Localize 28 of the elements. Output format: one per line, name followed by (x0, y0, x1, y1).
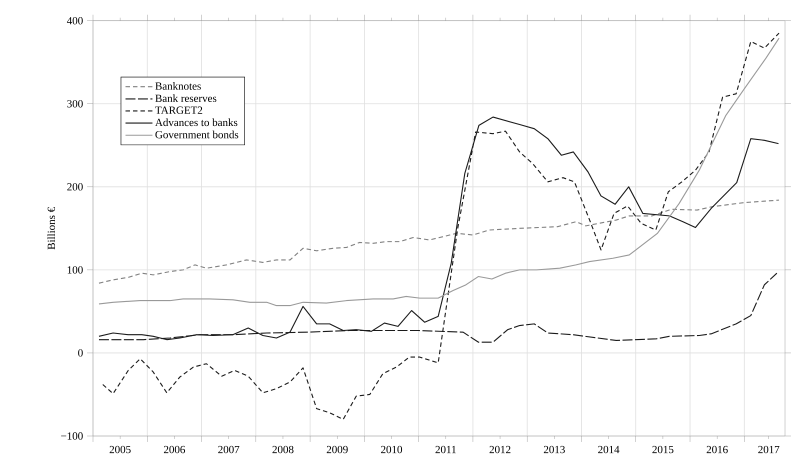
x-tick-label: 2006 (164, 446, 186, 454)
x-tick-label: 2017 (758, 446, 780, 454)
x-tick-label: 2007 (218, 446, 240, 454)
x-tick-label: 2011 (436, 446, 456, 454)
y-tick-label: 400 (66, 17, 83, 24)
x-tick-label: 2015 (652, 446, 674, 454)
x-tick-label: 2005 (110, 446, 131, 454)
y-tick-label: 0 (78, 349, 83, 357)
y-tick-label: −100 (61, 432, 83, 440)
x-tick-label: 2009 (326, 446, 348, 454)
legend-label: Bank reserves (155, 94, 216, 102)
x-tick-label: 2013 (544, 446, 565, 454)
x-tick-label: 2008 (272, 446, 294, 454)
x-tick-label: 2010 (381, 446, 402, 454)
line-series (98, 200, 780, 284)
legend-label: Government bonds (155, 130, 238, 138)
legend-label: TARGET2 (155, 106, 202, 114)
x-tick-label: 2016 (706, 446, 728, 454)
y-tick-label: 300 (67, 100, 83, 108)
line-series (102, 32, 780, 420)
y-tick-label: 100 (68, 266, 83, 274)
y-axis-title: Billions € (47, 207, 56, 250)
x-tick-label: 2012 (490, 446, 510, 454)
legend-label: Banknotes (155, 82, 201, 90)
line-series (98, 38, 780, 306)
y-tick-label: 200 (67, 183, 83, 191)
legend-label: Advances to banks (155, 118, 238, 126)
x-tick-label: 2014 (598, 446, 620, 454)
